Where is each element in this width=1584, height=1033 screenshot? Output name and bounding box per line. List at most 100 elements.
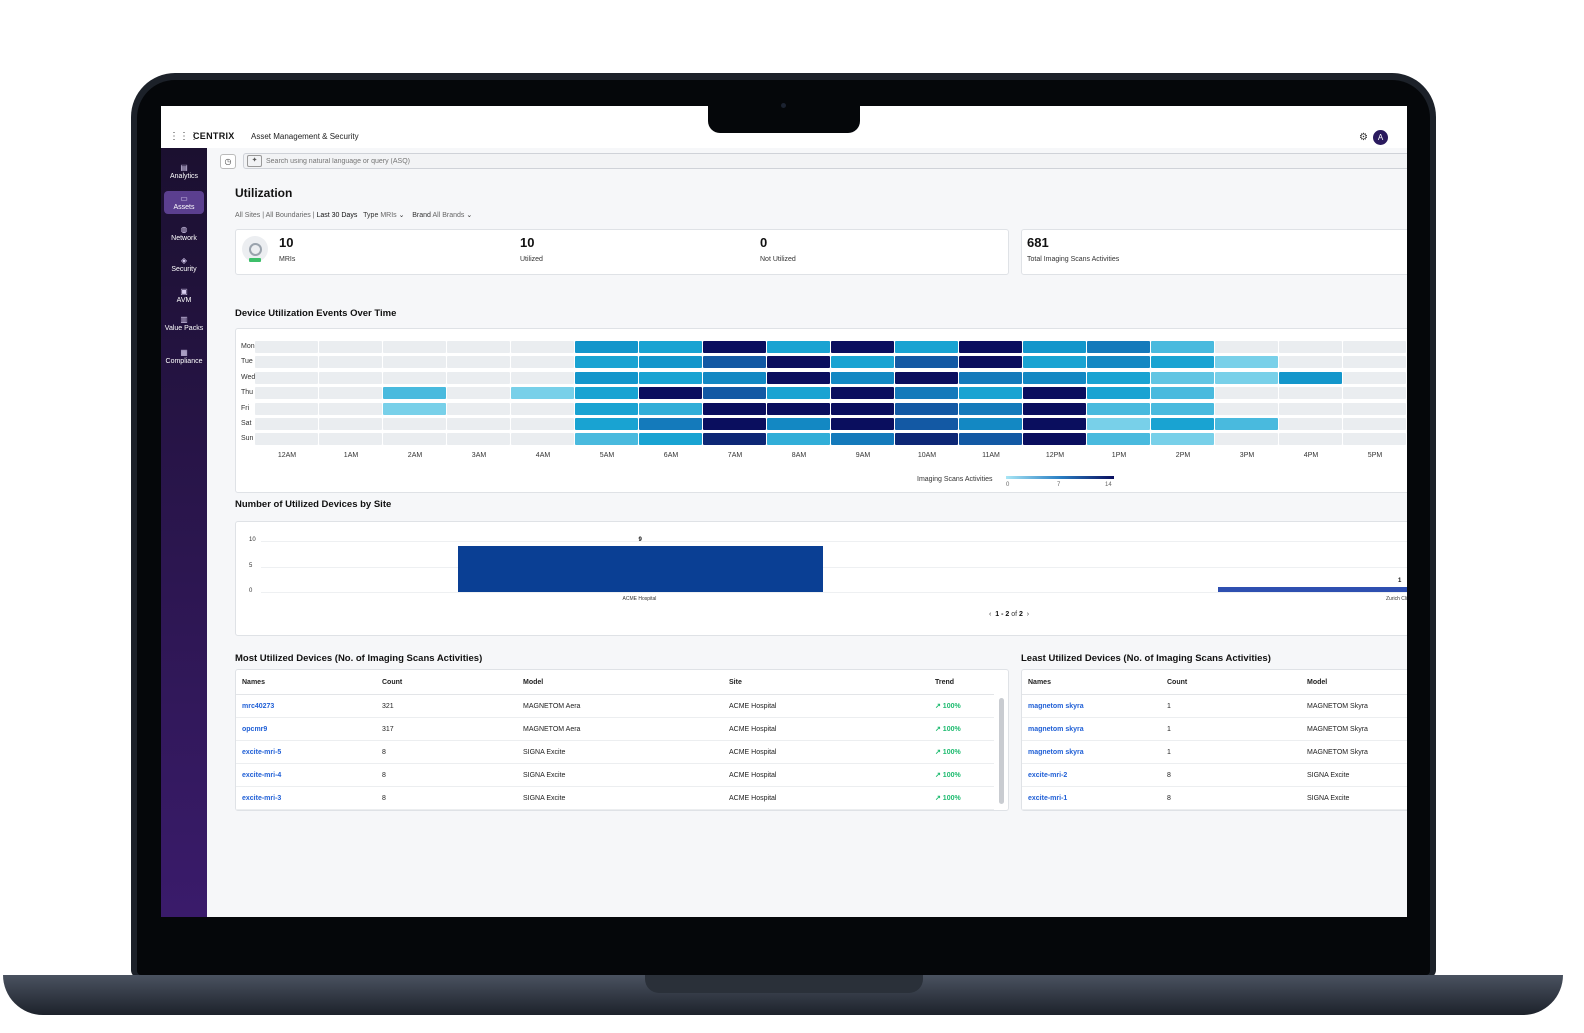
- heatmap-cell[interactable]: [511, 387, 574, 400]
- table-scrollbar[interactable]: [999, 698, 1004, 804]
- heatmap-cell[interactable]: [255, 402, 318, 415]
- heatmap-cell[interactable]: [1215, 387, 1278, 400]
- column-header[interactable]: Model: [1301, 670, 1407, 695]
- ai-sparkle-icon[interactable]: ✦: [247, 155, 262, 167]
- history-button[interactable]: ◷: [220, 154, 236, 169]
- heatmap-cell[interactable]: [895, 418, 958, 430]
- heatmap-cell[interactable]: [511, 418, 574, 430]
- sidebar-item-analytics[interactable]: ▤ Analytics: [164, 164, 204, 181]
- heatmap-cell[interactable]: [639, 418, 702, 430]
- heatmap-cell[interactable]: [767, 341, 830, 353]
- heatmap-cell[interactable]: [1087, 371, 1150, 384]
- heatmap-cell[interactable]: [255, 418, 318, 430]
- heatmap-cell[interactable]: [1343, 418, 1406, 430]
- heatmap-cell[interactable]: [639, 371, 702, 384]
- heatmap-cell[interactable]: [639, 356, 702, 369]
- heatmap-cell[interactable]: [959, 371, 1022, 384]
- heatmap-cell[interactable]: [831, 341, 894, 353]
- heatmap-cell[interactable]: [1279, 402, 1342, 415]
- heatmap-cell[interactable]: [639, 341, 702, 353]
- heatmap-cell[interactable]: [383, 371, 446, 384]
- device-name-link[interactable]: mrc40273: [236, 694, 376, 718]
- heatmap-cell[interactable]: [1215, 356, 1278, 369]
- heatmap-cell[interactable]: [1023, 402, 1086, 415]
- heatmap-cell[interactable]: [1279, 387, 1342, 400]
- heatmap-cell[interactable]: [255, 433, 318, 446]
- heatmap-cell[interactable]: [895, 371, 958, 384]
- heatmap-cell[interactable]: [511, 356, 574, 369]
- device-name-link[interactable]: opcmr9: [236, 717, 376, 741]
- heatmap-cell[interactable]: [319, 402, 382, 415]
- heatmap-cell[interactable]: [383, 356, 446, 369]
- heatmap-cell[interactable]: [1343, 371, 1406, 384]
- heatmap-cell[interactable]: [959, 402, 1022, 415]
- heatmap-cell[interactable]: [959, 356, 1022, 369]
- device-name-link[interactable]: magnetom skyra: [1022, 740, 1161, 764]
- sidebar-item-network[interactable]: ◍ Network: [164, 226, 204, 243]
- heatmap-cell[interactable]: [1087, 433, 1150, 446]
- column-header[interactable]: Names: [1022, 670, 1161, 695]
- heatmap-cell[interactable]: [1087, 387, 1150, 400]
- heatmap-cell[interactable]: [831, 387, 894, 400]
- heatmap-cell[interactable]: [255, 387, 318, 400]
- heatmap-cell[interactable]: [767, 402, 830, 415]
- device-name-link[interactable]: magnetom skyra: [1022, 694, 1161, 718]
- heatmap-cell[interactable]: [895, 402, 958, 415]
- heatmap-cell[interactable]: [1151, 356, 1214, 369]
- heatmap-cell[interactable]: [959, 341, 1022, 353]
- sidebar-item-avm[interactable]: ▣ AVM: [164, 288, 204, 305]
- heatmap-cell[interactable]: [1023, 356, 1086, 369]
- heatmap-cell[interactable]: [703, 418, 766, 430]
- device-name-link[interactable]: excite-mri-1: [1022, 786, 1161, 810]
- sidebar-item-value-packs[interactable]: ▥ Value Packs: [164, 316, 204, 333]
- column-header[interactable]: Names: [236, 670, 376, 695]
- heatmap-cell[interactable]: [511, 402, 574, 415]
- heatmap-cell[interactable]: [639, 433, 702, 446]
- date-range-filter[interactable]: Last 30 Days: [316, 212, 358, 219]
- heatmap-cell[interactable]: [639, 402, 702, 415]
- heatmap-cell[interactable]: [767, 418, 830, 430]
- heatmap-cell[interactable]: [383, 341, 446, 353]
- heatmap-cell[interactable]: [1023, 387, 1086, 400]
- device-name-link[interactable]: excite-mri-3: [236, 786, 376, 810]
- heatmap-cell[interactable]: [575, 356, 638, 369]
- heatmap-cell[interactable]: [447, 387, 510, 400]
- chevron-down-icon[interactable]: ⌄: [396, 212, 405, 219]
- heatmap-cell[interactable]: [895, 356, 958, 369]
- heatmap-cell[interactable]: [1151, 433, 1214, 446]
- device-name-link[interactable]: excite-mri-5: [236, 740, 376, 764]
- chevron-down-icon[interactable]: ⌄: [464, 212, 473, 219]
- heatmap-cell[interactable]: [639, 387, 702, 400]
- heatmap-cell[interactable]: [1215, 402, 1278, 415]
- brand-filter-value[interactable]: All Brands: [432, 212, 465, 219]
- heatmap-cell[interactable]: [959, 387, 1022, 400]
- heatmap-cell[interactable]: [831, 356, 894, 369]
- column-header[interactable]: Count: [1161, 670, 1301, 695]
- heatmap-cell[interactable]: [383, 433, 446, 446]
- heatmap-cell[interactable]: [831, 418, 894, 430]
- gear-icon[interactable]: ⚙: [1359, 132, 1368, 143]
- heatmap-cell[interactable]: [319, 433, 382, 446]
- heatmap-cell[interactable]: [767, 371, 830, 384]
- heatmap-cell[interactable]: [511, 341, 574, 353]
- avatar[interactable]: A: [1373, 130, 1388, 145]
- heatmap-cell[interactable]: [767, 433, 830, 446]
- heatmap-cell[interactable]: [703, 341, 766, 353]
- heatmap-cell[interactable]: [1087, 402, 1150, 415]
- app-grid-icon[interactable]: ⋮⋮⋮: [169, 131, 199, 142]
- heatmap-cell[interactable]: [1343, 402, 1406, 415]
- heatmap-cell[interactable]: [447, 371, 510, 384]
- heatmap-cell[interactable]: [703, 433, 766, 446]
- bar-2[interactable]: [1218, 586, 1407, 592]
- heatmap-cell[interactable]: [1279, 341, 1342, 353]
- heatmap-cell[interactable]: [511, 433, 574, 446]
- pager-prev-button[interactable]: ‹: [989, 611, 992, 618]
- heatmap-cell[interactable]: [1151, 418, 1214, 430]
- sites-filter[interactable]: All Sites | All Boundaries |: [235, 212, 315, 219]
- heatmap-cell[interactable]: [703, 402, 766, 415]
- heatmap-cell[interactable]: [1279, 418, 1342, 430]
- heatmap-cell[interactable]: [447, 341, 510, 353]
- heatmap-cell[interactable]: [1343, 387, 1406, 400]
- column-header[interactable]: Trend: [929, 670, 994, 695]
- heatmap-cell[interactable]: [1151, 371, 1214, 384]
